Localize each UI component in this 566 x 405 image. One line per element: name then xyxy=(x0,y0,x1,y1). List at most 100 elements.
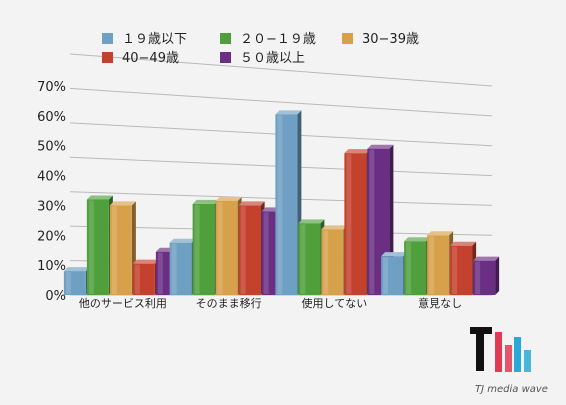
logo-bar-red xyxy=(495,332,502,372)
bar-front xyxy=(321,229,344,295)
bar-front xyxy=(86,199,109,295)
bar-top xyxy=(404,237,431,242)
bar-highlight xyxy=(171,243,177,294)
bar-front xyxy=(427,235,450,295)
bar-top xyxy=(86,195,113,200)
bar-highlight xyxy=(134,264,140,294)
legend-swatch xyxy=(102,33,113,44)
x-category-label: そのまま移行 xyxy=(196,297,262,310)
bar xyxy=(321,225,348,295)
bar xyxy=(86,195,113,295)
x-category-label: 意見なし xyxy=(418,296,462,310)
bar-top xyxy=(367,144,394,149)
bar-front xyxy=(344,153,367,295)
bar-top xyxy=(238,201,265,206)
bar-highlight xyxy=(240,206,246,294)
bar xyxy=(63,267,90,295)
bar-top xyxy=(450,241,477,246)
bar-front xyxy=(450,245,473,295)
y-tick-label: 10% xyxy=(37,259,66,274)
bar-highlight xyxy=(157,252,163,294)
bar-highlight xyxy=(263,212,269,294)
logo-bar-blue-2 xyxy=(524,350,531,372)
bar xyxy=(109,201,136,295)
logo-text: TJ media wave xyxy=(475,384,548,395)
media-wave-logo: TJ media wave xyxy=(470,327,548,395)
bar-top xyxy=(321,225,348,230)
bar-highlight xyxy=(406,242,412,294)
legend-swatch xyxy=(220,52,231,63)
bar-front xyxy=(132,263,155,295)
bar-highlight xyxy=(383,257,389,294)
bar-highlight xyxy=(65,272,71,294)
bar-highlight xyxy=(323,230,329,294)
bar xyxy=(473,256,500,295)
legend-item: 40−49歳 xyxy=(102,51,179,66)
legend-item: １９歳以下 xyxy=(102,32,187,47)
bar xyxy=(215,196,242,295)
legend-item: ２０−１９歳 xyxy=(220,32,316,47)
bar-highlight xyxy=(475,261,481,294)
y-tick-label: 0% xyxy=(45,289,66,304)
legend-item: ５０歳以上 xyxy=(220,51,305,66)
bar xyxy=(404,237,431,295)
bar-top xyxy=(298,219,325,224)
bar-highlight xyxy=(429,236,435,294)
logo-bar-black-top xyxy=(470,327,492,334)
bar-highlight xyxy=(88,200,94,294)
bar-top xyxy=(109,201,136,206)
legend-label: ５０歳以上 xyxy=(240,51,305,66)
y-tick-label: 60% xyxy=(37,110,66,125)
bar-highlight xyxy=(346,154,352,294)
bar xyxy=(275,110,302,295)
bars xyxy=(63,110,500,295)
legend-label: 30−39歳 xyxy=(362,32,419,47)
legend-swatch xyxy=(342,33,353,44)
bar-top xyxy=(275,110,302,115)
y-tick-label: 70% xyxy=(37,80,66,95)
bar-front xyxy=(381,256,404,295)
y-tick-label: 30% xyxy=(37,199,66,214)
bar-top xyxy=(427,231,454,236)
x-category-label: 使用してない xyxy=(302,297,368,310)
bar-highlight xyxy=(111,206,117,294)
logo-bar-black xyxy=(476,327,484,371)
bar xyxy=(238,201,265,295)
bar xyxy=(381,252,408,295)
bar-top xyxy=(63,267,90,272)
legend-label: ２０−１９歳 xyxy=(240,32,316,47)
y-axis-ticks: 0% 10% 20% 30% 40% 50% 60% 70% xyxy=(37,80,66,304)
bar-front xyxy=(238,205,261,295)
bar-front xyxy=(169,242,192,295)
gridline xyxy=(69,87,493,117)
y-tick-label: 50% xyxy=(37,140,66,155)
bar-highlight xyxy=(369,149,375,294)
bar-top xyxy=(192,199,219,204)
bar-front xyxy=(109,205,132,295)
logo-bar-blue xyxy=(514,337,521,372)
gridline xyxy=(69,53,493,87)
bar-front xyxy=(192,203,215,295)
bar-front xyxy=(215,200,238,295)
y-tick-label: 40% xyxy=(37,170,66,185)
legend-label: １９歳以下 xyxy=(122,32,187,47)
logo-bar-red-2 xyxy=(505,345,512,372)
bar-top xyxy=(169,238,196,243)
bar-front xyxy=(298,223,321,295)
bar-top xyxy=(381,252,408,257)
x-category-label: 他のサービス利用 xyxy=(79,297,167,310)
bar xyxy=(298,219,325,295)
legend-item: 30−39歳 xyxy=(342,32,419,47)
bar-highlight xyxy=(277,115,283,294)
legend-swatch xyxy=(220,33,231,44)
bar-top xyxy=(215,196,242,201)
bar-front xyxy=(473,260,496,295)
bar xyxy=(450,241,477,295)
x-axis-categories: 他のサービス利用 そのまま移行 使用してない 意見なし xyxy=(79,296,462,310)
legend: １９歳以下 ２０−１９歳 30−39歳 40−49歳 ５０歳以上 xyxy=(102,32,419,66)
bar xyxy=(132,259,159,295)
bar xyxy=(344,149,371,295)
bar-highlight xyxy=(194,204,200,294)
